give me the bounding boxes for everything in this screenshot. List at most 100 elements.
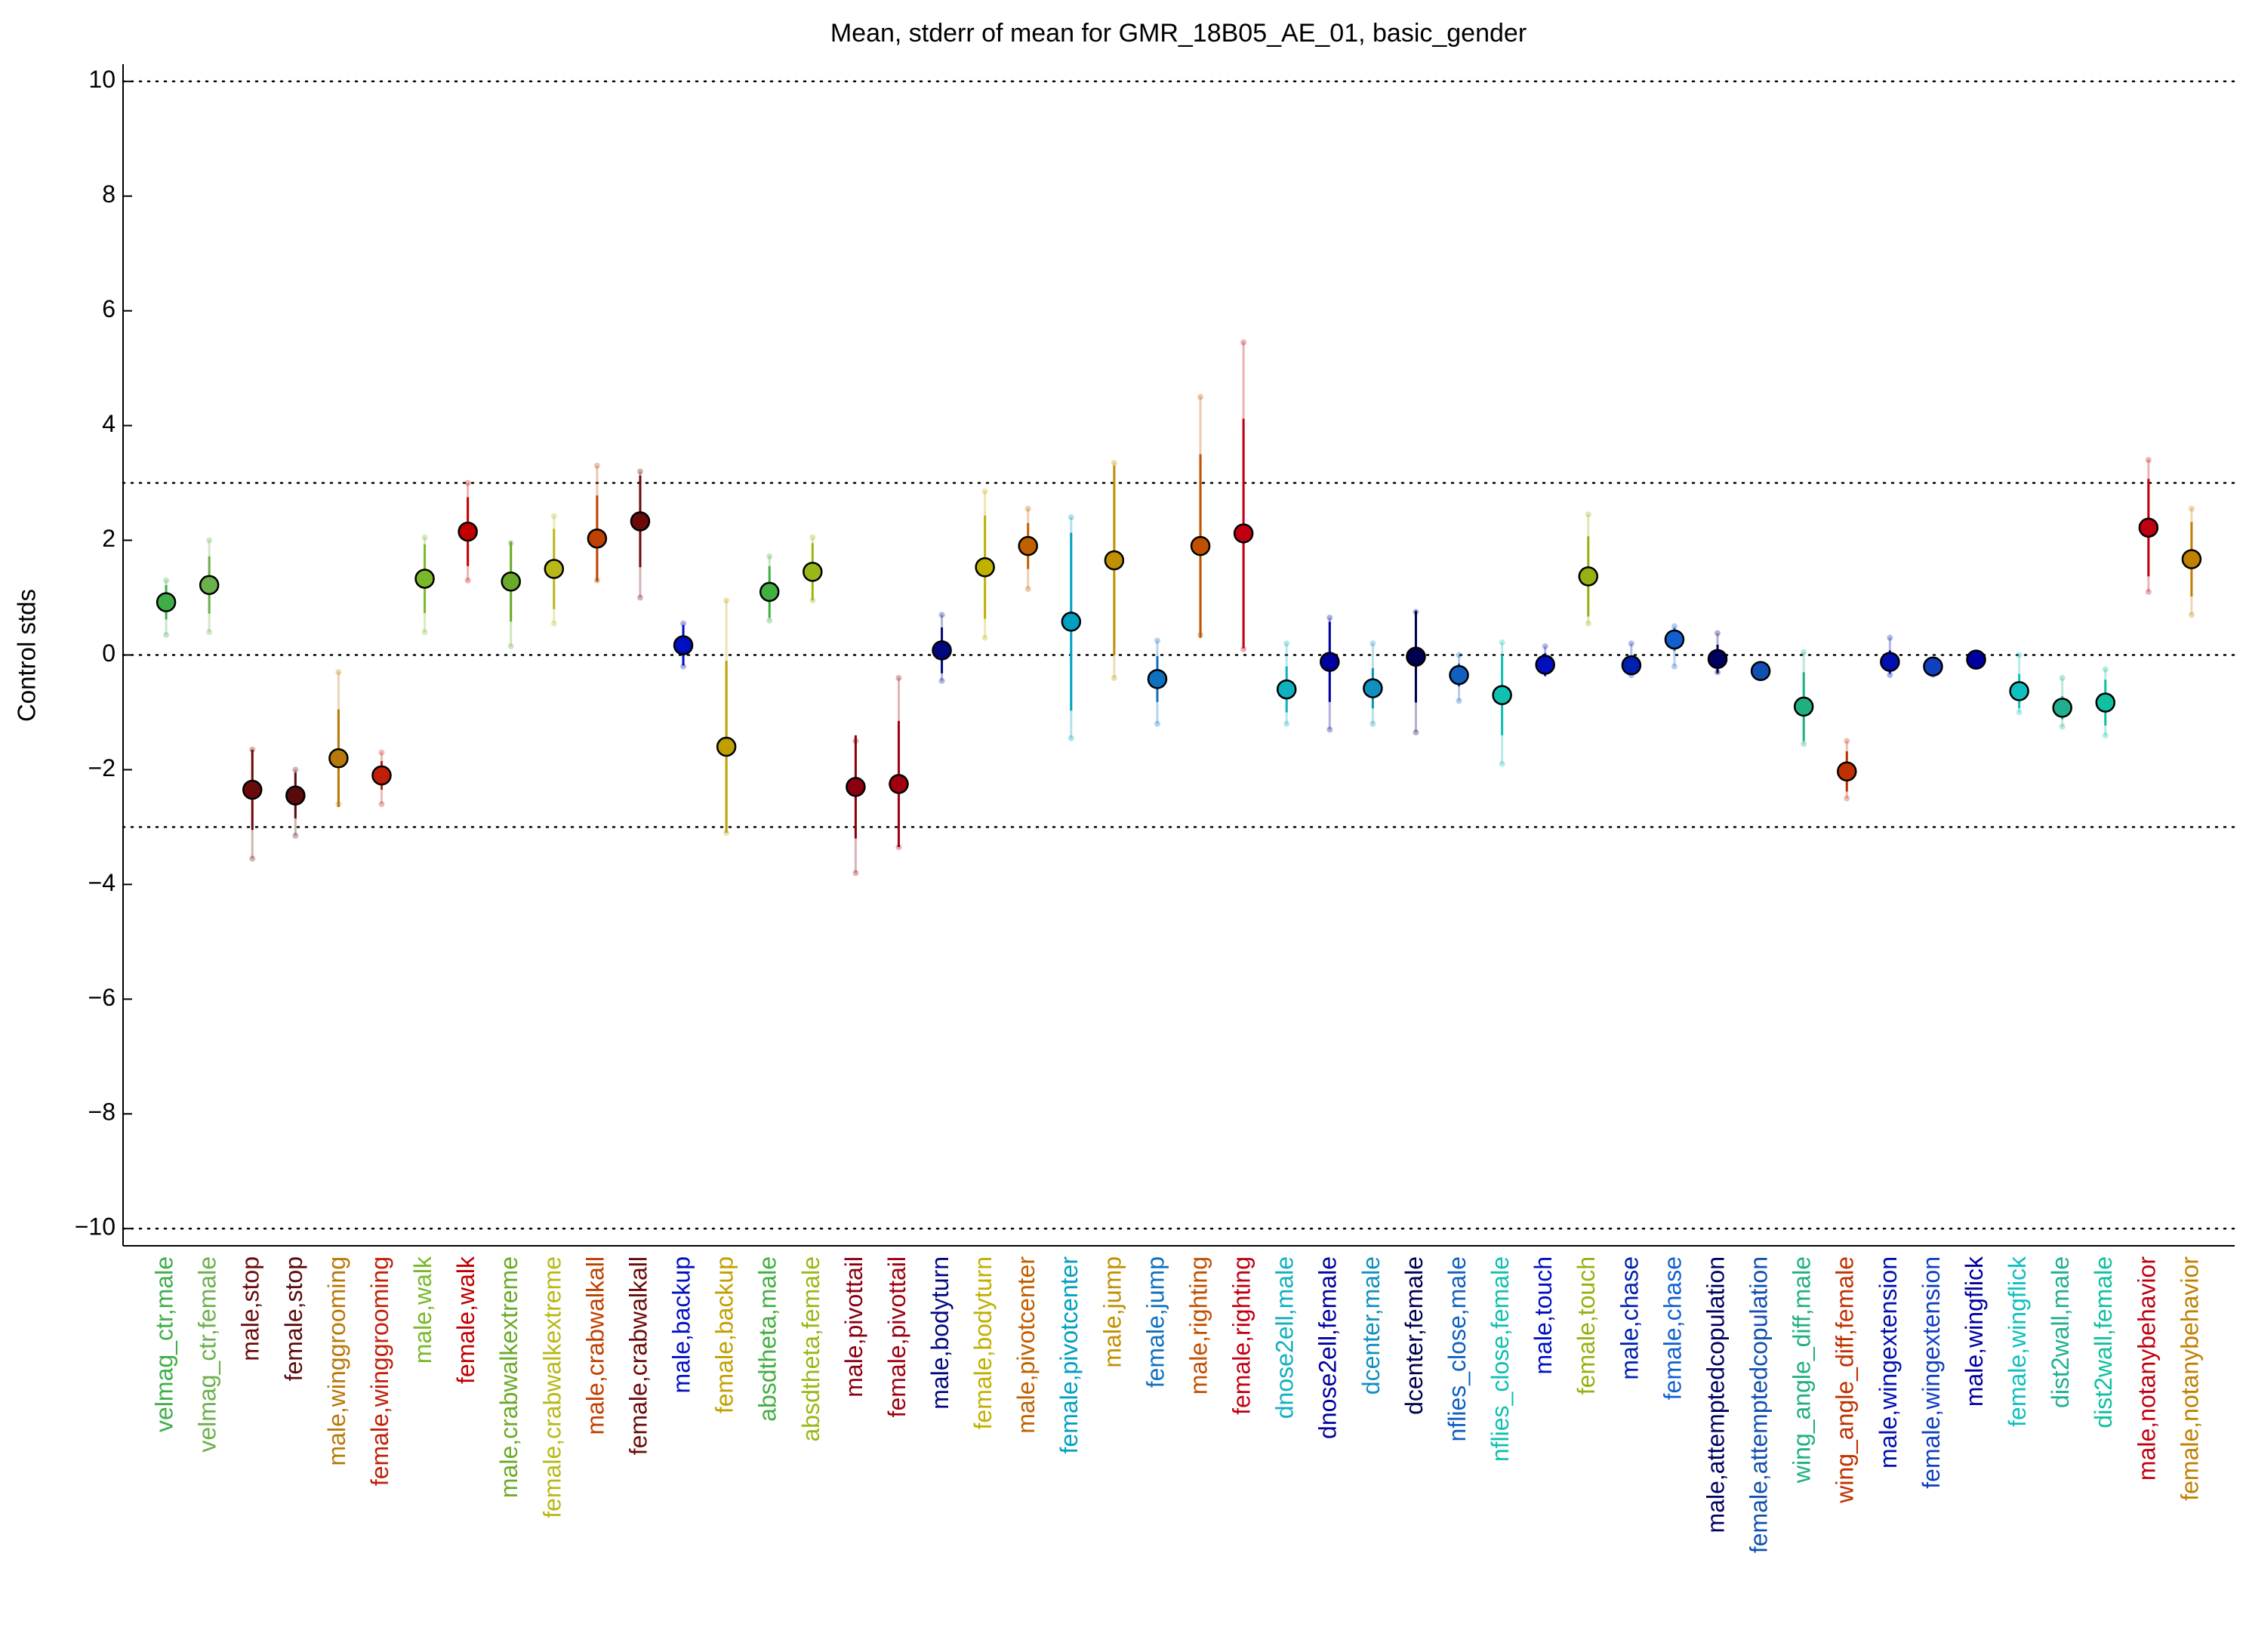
mean-marker	[2138, 517, 2159, 538]
range-low-dot	[1671, 663, 1678, 670]
range-low-dot	[1887, 672, 1893, 679]
x-tick-label: male,pivotcenter	[1012, 1256, 1040, 1434]
range-low-dot	[680, 663, 687, 670]
range-low-dot	[766, 617, 773, 624]
mean-marker	[1535, 655, 1555, 675]
range-low-dot	[2016, 709, 2023, 716]
mean-marker	[803, 562, 823, 582]
y-tick-label: −10	[75, 1213, 116, 1241]
range-low-dot	[938, 677, 945, 684]
range-low-dot	[464, 577, 471, 584]
x-tick-label: velmag_ctr,male	[151, 1256, 178, 1432]
range-low-dot	[1801, 741, 1807, 747]
x-tick-label: male,wingextension	[1875, 1256, 1902, 1469]
range-low-dot	[378, 801, 385, 808]
range-low-dot	[1024, 586, 1031, 593]
range-high-dot	[1326, 615, 1333, 621]
x-tick-label: male,winggrooming	[323, 1256, 350, 1466]
x-tick-label: nflies_close,female	[1487, 1256, 1514, 1462]
range-low-dot	[2188, 612, 2195, 618]
range-high-dot	[335, 669, 342, 676]
x-tick-label: dist2wall,male	[2047, 1256, 2074, 1408]
mean-marker	[975, 557, 995, 578]
mean-marker	[544, 559, 565, 579]
mean-marker	[1190, 535, 1211, 556]
mean-marker	[199, 575, 220, 596]
range-low-dot	[1413, 729, 1419, 736]
mean-marker	[587, 529, 608, 549]
mean-marker	[889, 774, 909, 794]
range-high-dot	[550, 513, 557, 519]
x-tick-label: female,pivotcenter	[1055, 1256, 1083, 1454]
mean-marker	[1104, 550, 1125, 571]
range-low-dot	[1499, 760, 1505, 767]
range-high-dot	[378, 749, 385, 756]
range-high-dot	[206, 537, 213, 544]
x-tick-label: velmag_ctr,female	[194, 1256, 221, 1453]
mean-marker	[1147, 669, 1168, 689]
range-low-dot	[1068, 735, 1074, 741]
x-tick-label: dcenter,female	[1400, 1256, 1428, 1415]
x-tick-label: female,stop	[280, 1256, 307, 1381]
range-low-dot	[1154, 720, 1160, 727]
range-high-dot	[1024, 505, 1031, 512]
range-low-dot	[1369, 720, 1376, 727]
range-low-dot	[1844, 795, 1850, 802]
mean-marker	[673, 635, 694, 655]
range-high-dot	[809, 534, 816, 541]
range-high-dot	[2188, 505, 2195, 512]
range-high-dot	[766, 553, 773, 559]
range-high-dot	[1197, 393, 1204, 400]
y-tick-label: 0	[102, 640, 116, 667]
mean-marker	[1492, 685, 1512, 705]
mean-marker	[2052, 698, 2072, 718]
y-tick-label: 10	[88, 66, 116, 93]
range-high-dot	[2145, 457, 2152, 464]
mean-marker	[759, 581, 780, 603]
mean-marker	[458, 521, 478, 542]
mean-marker	[285, 785, 306, 806]
x-tick-label: male,touch	[1530, 1256, 1557, 1375]
range-low-dot	[206, 629, 213, 636]
x-tick-label: dnose2ell,male	[1271, 1256, 1299, 1419]
x-tick-label: female,wingflick	[2004, 1256, 2031, 1427]
range-low-dot	[1326, 726, 1333, 733]
mean-marker	[1707, 649, 1728, 670]
chart-title: Mean, stderr of mean for GMR_18B05_AE_01…	[830, 19, 1527, 48]
mean-marker	[371, 765, 392, 786]
range-high-dot	[1542, 643, 1548, 650]
x-tick-label: female,pivottail	[883, 1256, 910, 1417]
range-high-dot	[2016, 652, 2023, 658]
range-high-dot	[1240, 339, 1247, 346]
x-tick-label: male,walk	[409, 1256, 436, 1364]
x-tick-label: male,backup	[668, 1256, 695, 1393]
mean-marker	[1320, 652, 1340, 672]
mean-marker	[414, 569, 435, 589]
mean-marker	[846, 776, 866, 797]
x-tick-label: female,righting	[1228, 1256, 1255, 1415]
x-tick-label: female,touch	[1573, 1256, 1600, 1395]
x-tick-label: male,wingflick	[1961, 1256, 1988, 1407]
x-tick-label: absdtheta,female	[797, 1256, 824, 1442]
x-tick-label: male,notanybehavior	[2133, 1256, 2160, 1481]
x-tick-label: absdtheta,male	[754, 1256, 781, 1422]
range-high-dot	[723, 597, 730, 604]
range-low-dot	[421, 629, 428, 636]
range-low-dot	[852, 870, 859, 877]
y-tick-label: 4	[102, 410, 116, 437]
mean-marker	[1233, 523, 1254, 544]
range-low-dot	[1111, 674, 1117, 681]
range-high-dot	[163, 577, 170, 584]
x-tick-label: female,chase	[1659, 1256, 1686, 1400]
range-low-dot	[1283, 720, 1290, 727]
range-low-dot	[163, 631, 170, 638]
mean-marker	[1664, 629, 1685, 650]
range-high-dot	[1628, 640, 1634, 647]
x-tick-label: male,jump	[1098, 1256, 1126, 1368]
x-tick-label: nflies_close,male	[1443, 1256, 1471, 1441]
mean-marker	[156, 592, 177, 612]
range-low-dot	[981, 634, 988, 641]
mean-marker	[1276, 679, 1297, 700]
x-tick-label: male,righting	[1185, 1256, 1212, 1395]
